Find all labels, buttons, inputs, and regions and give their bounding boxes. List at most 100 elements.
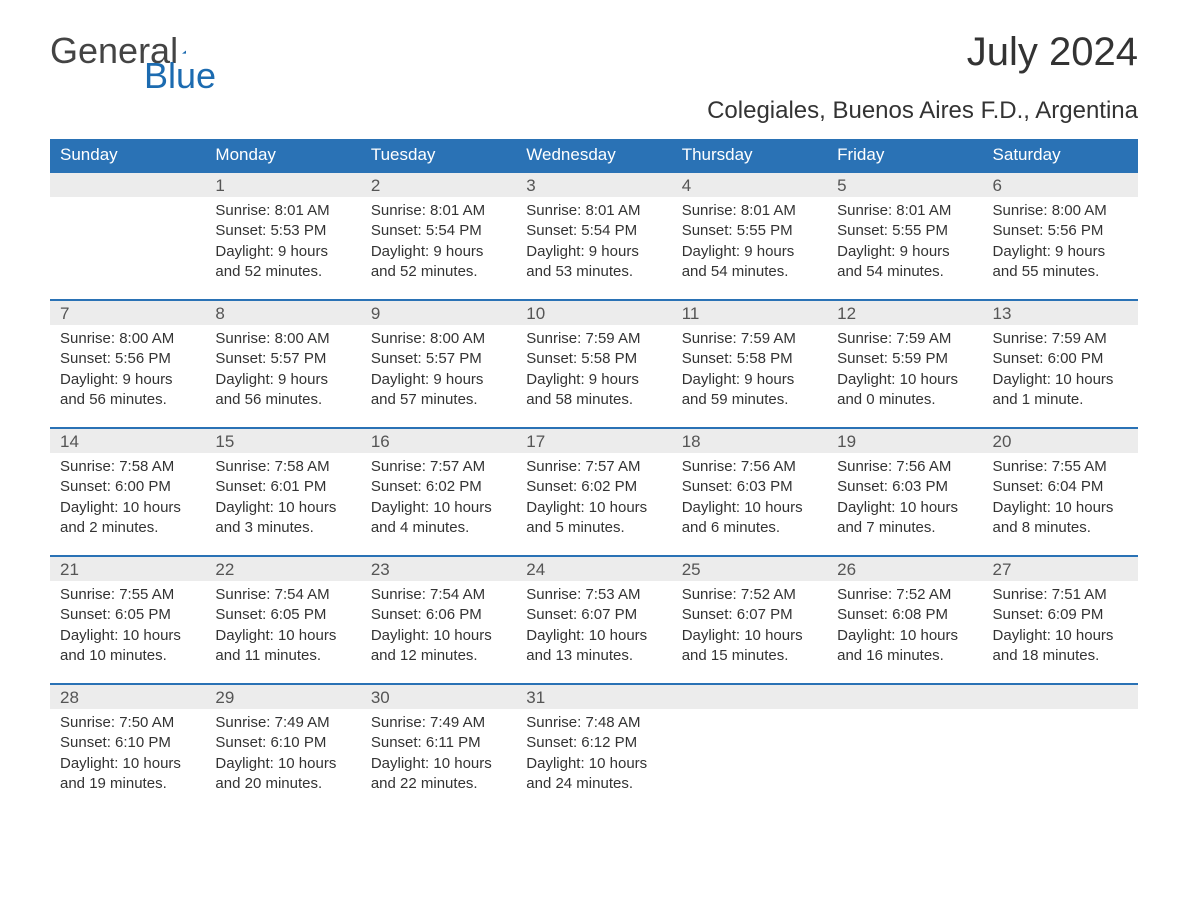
day-body: Sunrise: 7:58 AMSunset: 6:01 PMDaylight:… xyxy=(205,453,360,548)
sunset-text: Sunset: 5:57 PM xyxy=(371,349,506,369)
sunset-text: Sunset: 5:57 PM xyxy=(215,349,350,369)
daylight1-text: Daylight: 9 hours xyxy=(682,370,817,390)
sunrise-text: Sunrise: 7:49 AM xyxy=(371,713,506,733)
daylight2-text: and 59 minutes. xyxy=(682,390,817,410)
day-cell xyxy=(983,685,1138,811)
weekday-tuesday: Tuesday xyxy=(361,139,516,171)
sunset-text: Sunset: 5:56 PM xyxy=(993,221,1128,241)
sunrise-text: Sunrise: 7:57 AM xyxy=(371,457,506,477)
day-number: 11 xyxy=(672,301,827,325)
sunset-text: Sunset: 6:09 PM xyxy=(993,605,1128,625)
day-body xyxy=(50,197,205,211)
day-cell: 25Sunrise: 7:52 AMSunset: 6:07 PMDayligh… xyxy=(672,557,827,683)
day-cell: 16Sunrise: 7:57 AMSunset: 6:02 PMDayligh… xyxy=(361,429,516,555)
weekday-saturday: Saturday xyxy=(983,139,1138,171)
day-body: Sunrise: 7:49 AMSunset: 6:10 PMDaylight:… xyxy=(205,709,360,804)
day-body: Sunrise: 8:00 AMSunset: 5:56 PMDaylight:… xyxy=(50,325,205,420)
daylight2-text: and 5 minutes. xyxy=(526,518,661,538)
weekday-sunday: Sunday xyxy=(50,139,205,171)
day-body: Sunrise: 7:59 AMSunset: 5:58 PMDaylight:… xyxy=(672,325,827,420)
daylight1-text: Daylight: 9 hours xyxy=(526,242,661,262)
sunrise-text: Sunrise: 7:49 AM xyxy=(215,713,350,733)
day-body: Sunrise: 7:50 AMSunset: 6:10 PMDaylight:… xyxy=(50,709,205,804)
week-row: 21Sunrise: 7:55 AMSunset: 6:05 PMDayligh… xyxy=(50,555,1138,683)
day-cell: 23Sunrise: 7:54 AMSunset: 6:06 PMDayligh… xyxy=(361,557,516,683)
sunset-text: Sunset: 5:58 PM xyxy=(682,349,817,369)
daylight2-text: and 24 minutes. xyxy=(526,774,661,794)
day-cell xyxy=(50,173,205,299)
daylight1-text: Daylight: 10 hours xyxy=(526,498,661,518)
daylight2-text: and 52 minutes. xyxy=(371,262,506,282)
daylight2-text: and 7 minutes. xyxy=(837,518,972,538)
day-cell: 28Sunrise: 7:50 AMSunset: 6:10 PMDayligh… xyxy=(50,685,205,811)
sunset-text: Sunset: 6:12 PM xyxy=(526,733,661,753)
day-cell: 6Sunrise: 8:00 AMSunset: 5:56 PMDaylight… xyxy=(983,173,1138,299)
day-number: 30 xyxy=(361,685,516,709)
sunrise-text: Sunrise: 7:58 AM xyxy=(215,457,350,477)
day-number xyxy=(50,173,205,197)
sunset-text: Sunset: 6:02 PM xyxy=(526,477,661,497)
sunrise-text: Sunrise: 8:00 AM xyxy=(993,201,1128,221)
sunset-text: Sunset: 5:53 PM xyxy=(215,221,350,241)
sunrise-text: Sunrise: 8:01 AM xyxy=(371,201,506,221)
sunset-text: Sunset: 6:07 PM xyxy=(682,605,817,625)
daylight1-text: Daylight: 10 hours xyxy=(993,370,1128,390)
day-cell: 22Sunrise: 7:54 AMSunset: 6:05 PMDayligh… xyxy=(205,557,360,683)
day-number: 22 xyxy=(205,557,360,581)
daylight1-text: Daylight: 10 hours xyxy=(215,754,350,774)
day-number: 24 xyxy=(516,557,671,581)
day-body: Sunrise: 7:56 AMSunset: 6:03 PMDaylight:… xyxy=(672,453,827,548)
day-number: 4 xyxy=(672,173,827,197)
day-number: 18 xyxy=(672,429,827,453)
day-cell: 29Sunrise: 7:49 AMSunset: 6:10 PMDayligh… xyxy=(205,685,360,811)
day-cell: 8Sunrise: 8:00 AMSunset: 5:57 PMDaylight… xyxy=(205,301,360,427)
sunrise-text: Sunrise: 7:52 AM xyxy=(682,585,817,605)
daylight1-text: Daylight: 10 hours xyxy=(371,498,506,518)
sunset-text: Sunset: 6:07 PM xyxy=(526,605,661,625)
day-number: 3 xyxy=(516,173,671,197)
week-row: 1Sunrise: 8:01 AMSunset: 5:53 PMDaylight… xyxy=(50,171,1138,299)
day-cell xyxy=(827,685,982,811)
sunset-text: Sunset: 6:03 PM xyxy=(837,477,972,497)
daylight1-text: Daylight: 10 hours xyxy=(837,498,972,518)
daylight2-text: and 22 minutes. xyxy=(371,774,506,794)
daylight2-text: and 16 minutes. xyxy=(837,646,972,666)
sunrise-text: Sunrise: 7:56 AM xyxy=(682,457,817,477)
sunrise-text: Sunrise: 7:59 AM xyxy=(682,329,817,349)
day-body: Sunrise: 7:56 AMSunset: 6:03 PMDaylight:… xyxy=(827,453,982,548)
day-number: 8 xyxy=(205,301,360,325)
sunrise-text: Sunrise: 8:00 AM xyxy=(371,329,506,349)
day-body: Sunrise: 7:53 AMSunset: 6:07 PMDaylight:… xyxy=(516,581,671,676)
day-number xyxy=(672,685,827,709)
sunset-text: Sunset: 6:03 PM xyxy=(682,477,817,497)
day-body: Sunrise: 8:00 AMSunset: 5:57 PMDaylight:… xyxy=(205,325,360,420)
daylight2-text: and 56 minutes. xyxy=(215,390,350,410)
sunrise-text: Sunrise: 7:54 AM xyxy=(371,585,506,605)
daylight1-text: Daylight: 10 hours xyxy=(837,626,972,646)
day-number: 2 xyxy=(361,173,516,197)
sunrise-text: Sunrise: 7:50 AM xyxy=(60,713,195,733)
daylight2-text: and 6 minutes. xyxy=(682,518,817,538)
daylight2-text: and 19 minutes. xyxy=(60,774,195,794)
sunset-text: Sunset: 6:11 PM xyxy=(371,733,506,753)
day-number: 20 xyxy=(983,429,1138,453)
daylight2-text: and 2 minutes. xyxy=(60,518,195,538)
page-title: July 2024 xyxy=(967,30,1138,75)
sunrise-text: Sunrise: 7:59 AM xyxy=(837,329,972,349)
day-number: 5 xyxy=(827,173,982,197)
sunrise-text: Sunrise: 8:01 AM xyxy=(837,201,972,221)
week-row: 14Sunrise: 7:58 AMSunset: 6:00 PMDayligh… xyxy=(50,427,1138,555)
sunset-text: Sunset: 6:08 PM xyxy=(837,605,972,625)
sunrise-text: Sunrise: 7:53 AM xyxy=(526,585,661,605)
daylight2-text: and 13 minutes. xyxy=(526,646,661,666)
weeks-container: 1Sunrise: 8:01 AMSunset: 5:53 PMDaylight… xyxy=(50,171,1138,811)
daylight1-text: Daylight: 10 hours xyxy=(993,498,1128,518)
sunrise-text: Sunrise: 7:55 AM xyxy=(60,585,195,605)
day-cell: 20Sunrise: 7:55 AMSunset: 6:04 PMDayligh… xyxy=(983,429,1138,555)
daylight1-text: Daylight: 10 hours xyxy=(526,626,661,646)
day-cell: 7Sunrise: 8:00 AMSunset: 5:56 PMDaylight… xyxy=(50,301,205,427)
day-cell: 30Sunrise: 7:49 AMSunset: 6:11 PMDayligh… xyxy=(361,685,516,811)
weekday-wednesday: Wednesday xyxy=(516,139,671,171)
day-number: 7 xyxy=(50,301,205,325)
sunset-text: Sunset: 6:02 PM xyxy=(371,477,506,497)
